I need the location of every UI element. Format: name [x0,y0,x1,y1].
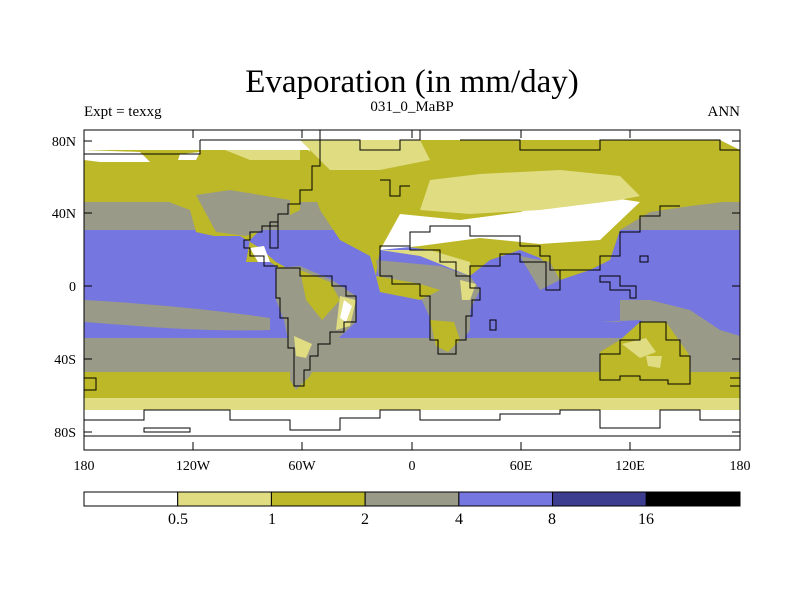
colorbar [83,491,741,507]
lon-label-60e: 60E [510,459,533,474]
colorbar-box-1 [177,491,272,507]
colorbar-box-4 [458,491,554,507]
lat-label-40n: 40N [52,207,76,222]
lon-label-0: 0 [409,459,416,474]
colorbar-labels: 0.5 1 2 4 8 16 [168,511,654,528]
colorbar-box-0 [83,491,179,507]
lat-label-80n: 80N [52,135,76,150]
colorbar-box-6 [645,491,741,507]
season-label: ANN [708,104,741,120]
experiment-label: Expt = texxg [84,104,162,120]
lat-tick-labels: 80N 40N 0 40S 80S [52,135,76,441]
colorbar-label-0: 0.5 [168,511,188,528]
colorbar-label-2: 2 [361,511,369,528]
colorbar-box-3 [364,491,460,507]
lon-label-120e: 120E [615,459,645,474]
lon-label-180w: 180 [74,459,95,474]
lon-tick-labels: 180 120W 60W 0 60E 120E 180 [74,459,751,474]
colorbar-box-5 [552,491,647,507]
colorbar-label-5: 16 [638,511,654,528]
lon-label-180e: 180 [730,459,751,474]
colorbar-label-4: 8 [548,511,556,528]
lat-ticks [84,140,740,433]
lon-label-120w: 120W [176,459,211,474]
lat-label-0: 0 [69,280,76,295]
lat-label-80s: 80S [54,426,76,441]
lon-label-60w: 60W [288,459,316,474]
evaporation-field [84,130,740,450]
lon-ticks [83,130,741,450]
time-label: 031_0_MaBP [370,99,453,115]
map-title: Evaporation (in mm/day) [245,64,579,100]
colorbar-box-2 [270,491,366,507]
colorbar-label-1: 1 [268,511,276,528]
colorbar-label-3: 4 [455,511,463,528]
lat-label-40s: 40S [54,353,76,368]
